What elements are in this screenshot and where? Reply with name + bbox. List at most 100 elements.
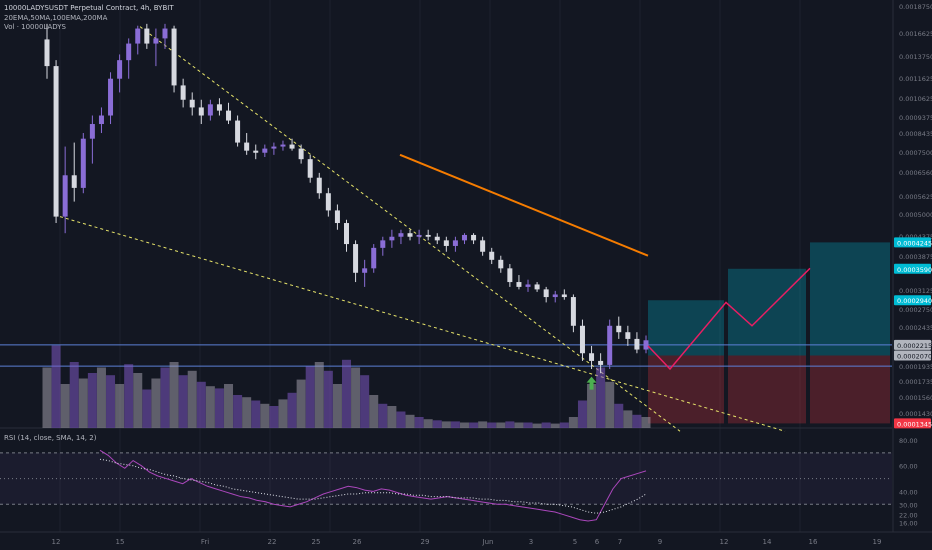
volume-bar bbox=[414, 417, 424, 428]
volume-bar bbox=[196, 381, 206, 428]
candle-body bbox=[498, 259, 504, 269]
candle-body bbox=[452, 240, 458, 246]
volume-histogram bbox=[42, 345, 651, 428]
rsi-legend[interactable]: RSI (14, close, SMA, 14, 2) bbox=[4, 434, 97, 442]
price-tick-label: 0.0005625 bbox=[899, 193, 932, 201]
volume-bar bbox=[269, 406, 279, 428]
candle-body bbox=[543, 289, 549, 298]
volume-bar bbox=[532, 423, 542, 428]
price-tick-label: 0.0018750 bbox=[899, 3, 932, 11]
candle-body bbox=[198, 107, 204, 116]
volume-bar bbox=[441, 421, 451, 428]
time-tick-label: 14 bbox=[763, 538, 772, 546]
volume-bar bbox=[432, 420, 442, 428]
price-label-value: 0.0003590 bbox=[897, 266, 932, 274]
volume-bar bbox=[115, 384, 125, 428]
volume-bar bbox=[87, 373, 97, 428]
rsi-ma-line bbox=[99, 458, 647, 514]
candle-body bbox=[607, 325, 613, 365]
candle-body bbox=[344, 223, 349, 245]
candle-body bbox=[471, 234, 477, 241]
symbol-legend[interactable]: 10000LADYSUSDT Perpetual Contract, 4h, B… bbox=[4, 4, 174, 12]
price-tick-label: 0.0016625 bbox=[899, 30, 932, 38]
take-profit-zone bbox=[728, 268, 806, 356]
candle-body bbox=[407, 233, 413, 237]
price-label-value: 0.0002070 bbox=[897, 353, 932, 361]
volume-bar bbox=[469, 422, 479, 428]
candle-body bbox=[389, 236, 395, 241]
candle-body bbox=[235, 120, 241, 143]
candle-body bbox=[643, 340, 649, 350]
candle-body bbox=[516, 282, 522, 287]
price-label-value: 0.0001345 bbox=[897, 420, 932, 428]
volume-bar bbox=[514, 422, 524, 428]
candlestick-series bbox=[44, 23, 649, 374]
candle-body bbox=[307, 159, 313, 178]
volume-bar bbox=[169, 362, 179, 428]
projection-path bbox=[647, 267, 811, 371]
volume-bar bbox=[605, 381, 615, 428]
candle-body bbox=[162, 28, 168, 39]
volume-bar bbox=[96, 367, 106, 428]
candle-body bbox=[280, 144, 286, 147]
time-tick-label: 12 bbox=[720, 538, 729, 546]
time-tick-label: 12 bbox=[52, 538, 61, 546]
price-label-tag bbox=[894, 339, 931, 350]
rsi-tick-label: 80.00 bbox=[899, 437, 918, 445]
candle-body bbox=[534, 284, 540, 290]
price-axis: 0.0018750 0.0016625 0.0013750 0.0011625 0.00… bbox=[892, 0, 932, 532]
candle-body bbox=[579, 325, 585, 354]
price-label-tag bbox=[894, 237, 931, 248]
price-tick-label: 0.0004375 bbox=[899, 233, 932, 241]
candle-body bbox=[108, 78, 114, 116]
volume-bar bbox=[124, 364, 134, 428]
candle-body bbox=[216, 104, 222, 111]
position-zones bbox=[648, 242, 890, 424]
candle-body bbox=[144, 28, 150, 44]
volume-bar bbox=[78, 378, 88, 428]
volume-bar bbox=[587, 384, 597, 428]
volume-legend[interactable]: Vol · 10000LADYS bbox=[4, 23, 66, 31]
volume-bar bbox=[178, 375, 188, 428]
volume-bar bbox=[142, 389, 152, 428]
volume-bar bbox=[51, 345, 61, 428]
candle-body bbox=[153, 38, 159, 44]
volume-bar bbox=[133, 373, 143, 428]
volume-bar bbox=[378, 403, 388, 428]
price-tick-label: 0.0002750 bbox=[899, 306, 932, 314]
candle-body bbox=[98, 115, 104, 125]
stop-loss-zone bbox=[728, 355, 806, 424]
volume-bar bbox=[260, 403, 270, 428]
overlay-drawings bbox=[399, 153, 811, 390]
candle-body bbox=[135, 28, 141, 44]
volume-bar bbox=[596, 367, 606, 428]
candle-body bbox=[371, 247, 377, 269]
candle-body bbox=[561, 294, 567, 298]
price-label-value: 0.0002215 bbox=[897, 342, 932, 350]
candle-body bbox=[461, 234, 467, 241]
candle-body bbox=[117, 60, 123, 79]
price-tick-label: 0.0008435 bbox=[899, 130, 932, 138]
candle-body bbox=[434, 236, 440, 241]
volume-bar bbox=[523, 422, 533, 428]
moving-average-legend[interactable]: 20EMA,50MA,100EMA,200MA bbox=[4, 14, 108, 22]
candle-body bbox=[126, 43, 132, 61]
volume-bar bbox=[623, 410, 633, 428]
time-tick-label: 9 bbox=[658, 538, 662, 546]
volume-bar bbox=[160, 367, 170, 428]
time-tick-label: 6 bbox=[595, 538, 600, 546]
stop-loss-zone bbox=[810, 355, 890, 424]
candle-body bbox=[489, 251, 495, 260]
rsi-line bbox=[99, 449, 647, 522]
rsi-tick-label: 16.00 bbox=[899, 519, 918, 527]
volume-bar bbox=[541, 422, 551, 428]
time-tick-label: 29 bbox=[421, 538, 430, 546]
volume-bar bbox=[459, 422, 469, 428]
time-tick-label: Fri bbox=[201, 538, 209, 546]
volume-bar bbox=[577, 400, 587, 428]
volume-bar bbox=[496, 422, 506, 428]
volume-bar bbox=[242, 397, 252, 428]
trendlines bbox=[0, 26, 892, 432]
time-tick-label: 7 bbox=[618, 538, 622, 546]
